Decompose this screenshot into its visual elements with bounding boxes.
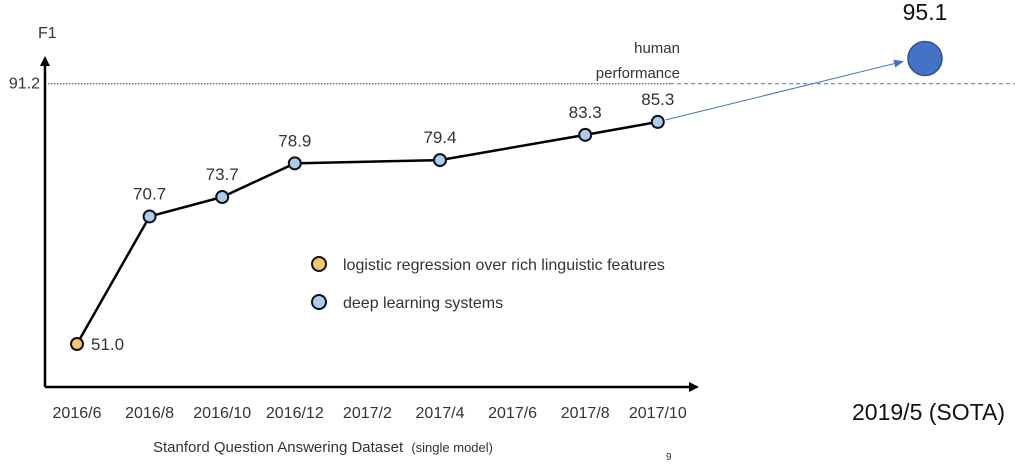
human-performance-value: 91.2 (9, 76, 40, 93)
sota-arrow (665, 59, 904, 121)
data-points: 51.0 70.7 73.7 78.9 79.4 83.3 85.3 (70, 90, 674, 354)
legend: logistic regression over rich linguistic… (311, 256, 665, 312)
y-axis-label: F1 (38, 25, 57, 42)
data-label: 79.4 (423, 128, 456, 147)
data-point (70, 337, 84, 351)
data-point (650, 114, 665, 129)
data-label: 78.9 (278, 131, 311, 150)
data-point (433, 153, 447, 168)
data-point (287, 156, 302, 171)
sota-x-label: 2019/5 (SOTA) (852, 399, 1005, 425)
legend-marker-deep (311, 294, 327, 310)
legend-label-logistic: logistic regression over rich linguistic… (343, 257, 665, 274)
x-tick-label: 2016/10 (193, 405, 251, 422)
x-tick-label: 2016/12 (266, 405, 324, 422)
x-tick-label: 2017/6 (488, 405, 537, 422)
sota-point (907, 40, 943, 77)
x-tick-label: 2017/8 (561, 405, 610, 422)
x-tick-label: 2017/2 (343, 405, 392, 422)
data-label: 85.3 (641, 90, 674, 109)
human-performance-text-1: human (634, 40, 680, 57)
legend-marker-logistic (311, 256, 327, 272)
data-point (142, 209, 157, 224)
x-tick-label: 2016/6 (53, 405, 102, 422)
x-tick-label: 2017/10 (629, 405, 687, 422)
legend-label-deep: deep learning systems (343, 295, 503, 312)
data-label: 73.7 (206, 165, 239, 184)
human-performance-text-2: performance (596, 65, 680, 82)
x-axis-title-main: Stanford Question Answering Dataset (153, 439, 404, 456)
x-tick-label: 2017/4 (416, 405, 465, 422)
sota-value-label: 95.1 (903, 0, 948, 25)
data-label: 70.7 (133, 184, 166, 203)
data-point (215, 190, 230, 205)
data-label: 83.3 (569, 103, 602, 122)
x-tick-labels: 2016/6 2016/8 2016/10 2016/12 2017/2 2017/4 20… (53, 405, 687, 422)
data-point (578, 127, 593, 142)
x-axis-title-note: (single model) (411, 440, 493, 455)
x-axis-title: Stanford Question Answering Dataset (sin… (153, 439, 493, 456)
data-label: 51.0 (91, 335, 124, 354)
x-tick-label: 2016/8 (125, 405, 174, 422)
page-number: 9 (666, 452, 672, 463)
